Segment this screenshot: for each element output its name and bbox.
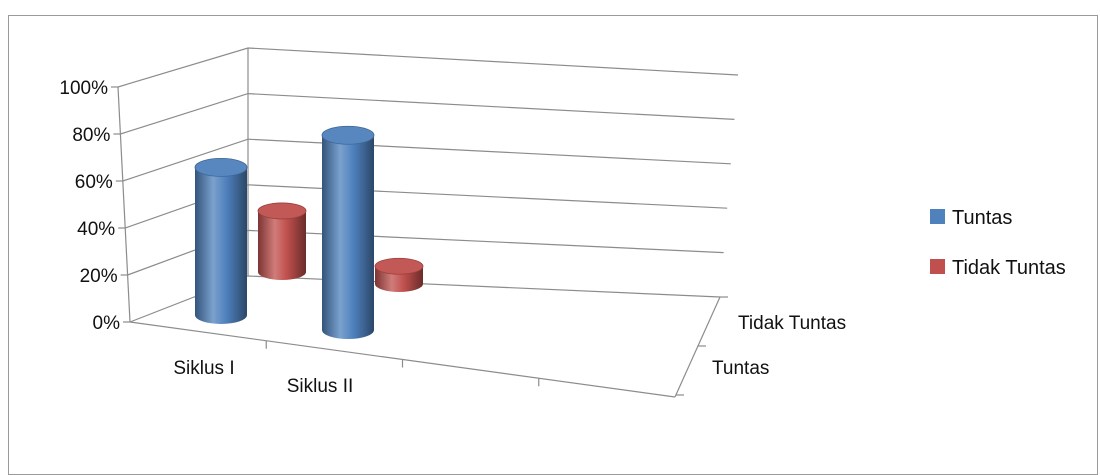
legend-swatch — [930, 209, 945, 224]
gridline — [117, 47, 739, 88]
bar-top — [257, 202, 307, 220]
bar-tidak-tuntas — [257, 202, 307, 280]
y-axis-line — [117, 86, 131, 323]
bar-body — [258, 210, 306, 280]
y-tick-label: 100% — [59, 78, 108, 99]
y-tick-label: 80% — [72, 125, 110, 146]
bar-tuntas — [321, 125, 375, 339]
category-label: Siklus II — [287, 376, 354, 397]
bar-top — [321, 125, 375, 145]
bar-top — [194, 157, 248, 177]
bar-tidak-tuntas — [374, 257, 424, 292]
depth-axis-line — [674, 296, 721, 398]
depth-labels: Tuntas Tidak Tuntas — [676, 296, 846, 396]
depth-axis-label: Tuntas — [712, 358, 769, 379]
legend-swatch — [930, 259, 945, 274]
cylinder-chart: 0% 20% 40% 60% 80% 100% Siklus I Siklus II Tun… — [59, 47, 1066, 398]
gridline — [120, 92, 735, 135]
bar-top — [374, 257, 424, 275]
chart-bars — [194, 125, 424, 339]
depth-axis-label: Tidak Tuntas — [738, 313, 846, 334]
bar-body — [195, 167, 247, 324]
category-label: Siklus I — [173, 358, 234, 379]
y-tick-label: 60% — [75, 172, 113, 193]
category-labels: Siklus I Siklus II — [173, 340, 540, 397]
legend-label: Tidak Tuntas — [952, 257, 1066, 279]
y-tick-label: 0% — [93, 313, 121, 334]
bar-tuntas — [194, 157, 248, 324]
y-axis-ticks: 0% 20% 40% 60% 80% 100% — [59, 78, 130, 334]
legend-label: Tuntas — [952, 207, 1012, 229]
bar-body — [322, 135, 374, 339]
y-tick-label: 40% — [77, 219, 115, 240]
chart-legend: Tuntas Tidak Tuntas — [930, 207, 1066, 279]
y-tick-label: 20% — [80, 266, 118, 287]
